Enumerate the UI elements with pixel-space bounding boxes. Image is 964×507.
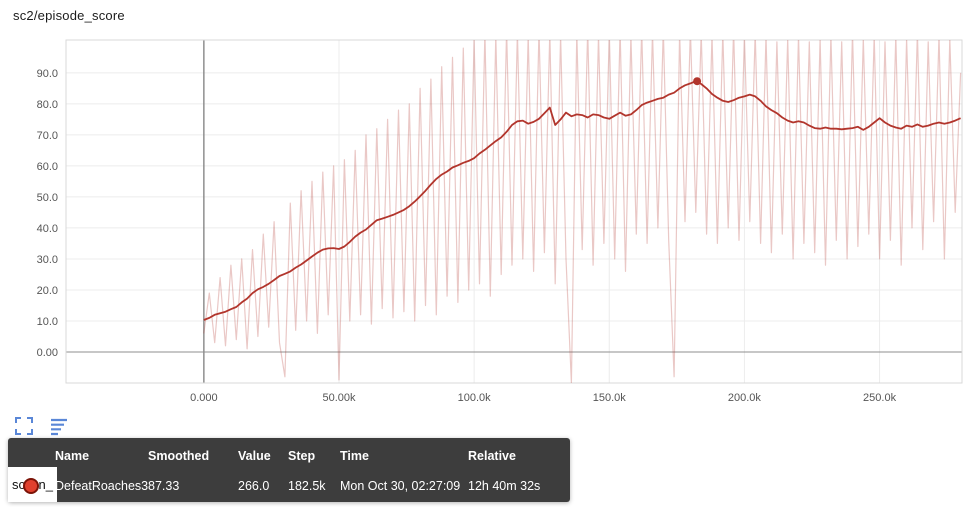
- toggle-runs-button[interactable]: [47, 414, 71, 438]
- y-tick-label: 50.0: [37, 192, 58, 204]
- expand-chart-button[interactable]: [12, 414, 36, 438]
- tooltip-header-relative: Relative: [468, 449, 516, 463]
- y-tick-label: 10.0: [37, 316, 58, 328]
- tooltip-header-name: Name: [55, 449, 90, 463]
- list-lines-icon: [51, 418, 67, 436]
- tooltip-smoothed-value: 87.33: [148, 478, 180, 493]
- x-tick-label: 250.0k: [863, 392, 897, 404]
- chart-controls: [12, 414, 71, 438]
- y-tick-label: 70.0: [37, 130, 58, 142]
- raw-series-line[interactable]: [203, 30, 962, 384]
- y-tick-label: 30.0: [37, 254, 58, 266]
- y-tick-label: 20.0: [37, 285, 58, 297]
- tooltip-header-step: Step: [288, 449, 316, 463]
- tooltip-relative-value: 12h 40m 32s: [468, 478, 541, 493]
- y-tick-label: 0.00: [37, 347, 58, 359]
- x-tick-label: 150.0k: [593, 392, 627, 404]
- fragment-text-left: sc: [12, 477, 25, 492]
- episode-score-chart[interactable]: 0.00 10.0 20.0 30.0 40.0 50.0 60.0 70.0 80.0 90.0…: [0, 0, 964, 410]
- tooltip-header-value: Value: [238, 449, 271, 463]
- tooltip-header-time: Time: [340, 449, 369, 463]
- x-tick-label: 200.0k: [728, 392, 762, 404]
- y-tick-label: 60.0: [37, 161, 58, 173]
- fullscreen-icon: [15, 417, 33, 435]
- hover-point-marker: [693, 77, 702, 86]
- run-color-marker: [23, 477, 39, 494]
- y-tick-label: 40.0: [37, 223, 58, 235]
- tooltip-header-smoothed: Smoothed: [148, 449, 210, 463]
- x-tick-label: 50.00k: [322, 392, 356, 404]
- tooltip-time-value: Mon Oct 30, 02:27:09: [340, 478, 461, 493]
- tooltip-data-row: DefeatRoaches3 87.33 266.0 182.5k Mon Oc…: [8, 469, 570, 502]
- tooltip-raw-value: 266.0: [238, 478, 270, 493]
- tooltip-step-value: 182.5k: [288, 478, 326, 493]
- x-tick-label: 0.000: [190, 392, 218, 404]
- y-tick-label: 90.0: [37, 68, 58, 80]
- hover-tooltip: sc n_ Name Smoothed Value Step Time Rela…: [8, 438, 570, 502]
- fragment-text-right: n_: [38, 477, 53, 492]
- x-tick-label: 100.0k: [458, 392, 492, 404]
- tooltip-run-name: DefeatRoaches3: [55, 478, 148, 493]
- smoothed-series-line[interactable]: [203, 80, 961, 321]
- y-tick-label: 80.0: [37, 99, 58, 111]
- plot-border: [65, 39, 963, 384]
- tooltip-header-row: Name Smoothed Value Step Time Relative: [8, 438, 570, 469]
- chart-title: sc2/episode_score: [13, 8, 125, 23]
